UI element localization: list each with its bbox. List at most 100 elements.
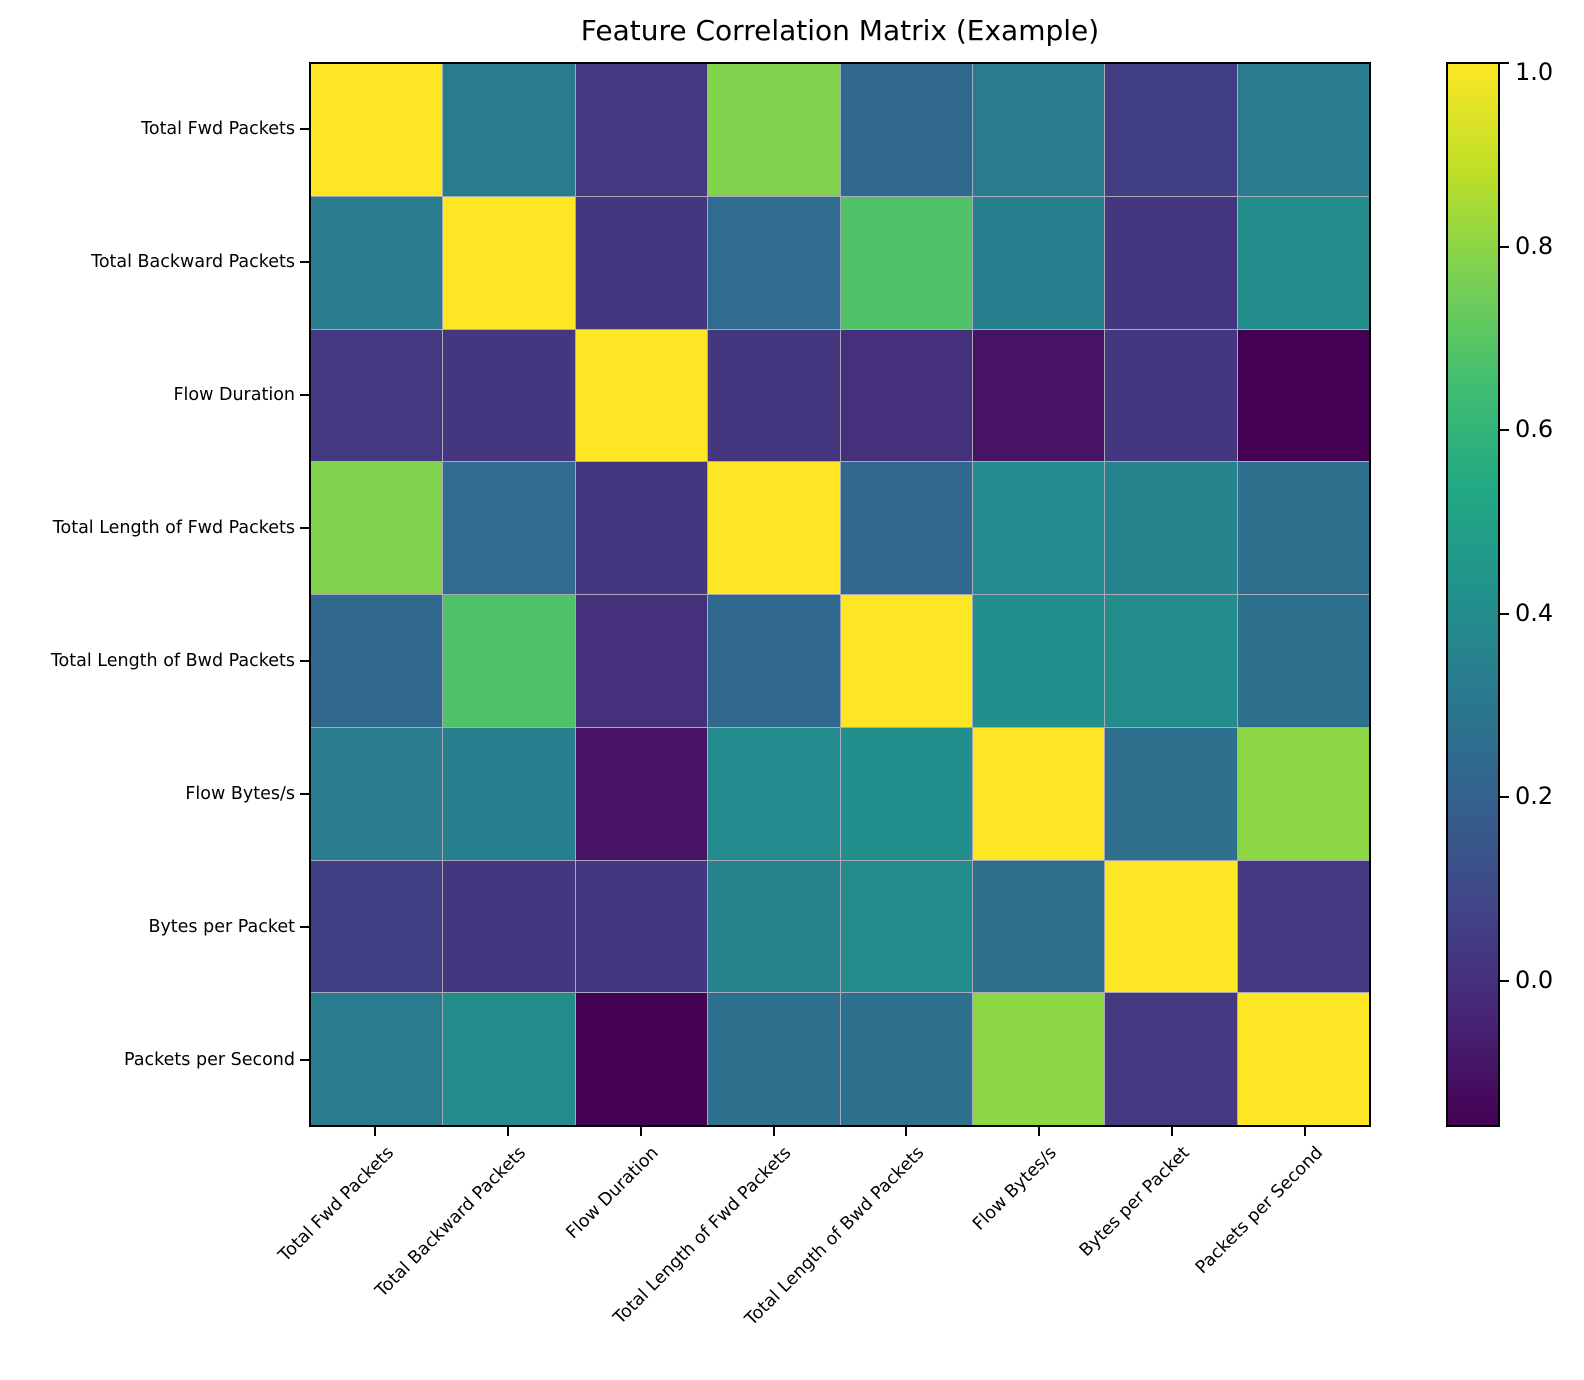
colorbar-tick-label: 0.0 bbox=[1515, 966, 1554, 995]
heatmap-cell bbox=[311, 329, 443, 462]
heatmap-cell bbox=[708, 329, 840, 462]
x-axis-tick bbox=[1038, 1127, 1041, 1136]
x-axis-label: Bytes per Packet bbox=[1076, 1143, 1195, 1261]
heatmap-cell bbox=[1237, 595, 1369, 727]
y-axis-tick bbox=[300, 926, 309, 929]
heatmap-cell bbox=[972, 860, 1105, 993]
heatmap-cell bbox=[840, 860, 972, 993]
x-axis-tick bbox=[905, 1127, 908, 1136]
heatmap-cell bbox=[575, 329, 708, 462]
heatmap-cell bbox=[311, 860, 443, 993]
heatmap-cell bbox=[1105, 993, 1237, 1125]
y-axis-label: Flow Bytes/s bbox=[185, 784, 295, 805]
heatmap-cell bbox=[311, 196, 443, 329]
heatmap-cell bbox=[708, 595, 840, 727]
y-axis-tick bbox=[300, 793, 309, 796]
heatmap-cell bbox=[840, 196, 972, 329]
y-axis-label: Total Fwd Packets bbox=[141, 118, 295, 139]
heatmap-cell bbox=[1237, 727, 1369, 860]
heatmap-cell bbox=[840, 727, 972, 860]
colorbar-tick-label: 0.2 bbox=[1515, 782, 1554, 811]
colorbar-tick-label: 0.4 bbox=[1515, 598, 1554, 627]
colorbar-tick-label: 0.6 bbox=[1515, 415, 1554, 444]
y-axis-label: Total Length of Bwd Packets bbox=[50, 651, 295, 672]
heatmap-cell bbox=[1237, 196, 1369, 329]
heatmap-cell bbox=[575, 993, 708, 1125]
x-axis-label: Packets per Second bbox=[1191, 1143, 1327, 1279]
colorbar-tick bbox=[1500, 429, 1509, 432]
heatmap-cell bbox=[443, 860, 575, 993]
heatmap-cell bbox=[840, 329, 972, 462]
heatmap-cell bbox=[575, 595, 708, 727]
x-axis-label: Total Fwd Packets bbox=[274, 1143, 398, 1266]
chart-title: Feature Correlation Matrix (Example) bbox=[580, 14, 1100, 47]
x-axis-tick bbox=[374, 1127, 377, 1136]
heatmap-cell bbox=[443, 196, 575, 329]
x-axis-tick bbox=[1303, 1127, 1306, 1136]
heatmap-cell bbox=[840, 595, 972, 727]
y-axis-tick bbox=[300, 393, 309, 396]
heatmap-cell bbox=[575, 196, 708, 329]
heatmap-cell bbox=[1105, 462, 1237, 594]
x-axis-tick bbox=[639, 1127, 642, 1136]
heatmap-cell bbox=[575, 64, 708, 196]
x-axis-label: Flow Bytes/s bbox=[969, 1143, 1062, 1235]
colorbar-tick-label: 1.0 bbox=[1515, 58, 1554, 86]
heatmap-cell bbox=[840, 64, 972, 196]
y-axis-tick bbox=[300, 1059, 309, 1062]
heatmap bbox=[309, 62, 1371, 1127]
heatmap-cell bbox=[972, 595, 1105, 727]
heatmap-cell bbox=[443, 727, 575, 860]
heatmap-cell bbox=[1237, 860, 1369, 993]
colorbar-tick bbox=[1500, 980, 1509, 983]
heatmap-cell bbox=[1105, 860, 1237, 993]
y-axis-label: Bytes per Packet bbox=[148, 917, 295, 938]
y-axis-label: Total Backward Packets bbox=[91, 251, 295, 272]
y-axis-label: Total Length of Fwd Packets bbox=[52, 517, 295, 538]
colorbar-tick bbox=[1500, 796, 1509, 799]
heatmap-cell bbox=[443, 993, 575, 1125]
heatmap-cell bbox=[1105, 196, 1237, 329]
heatmap-cell bbox=[972, 993, 1105, 1125]
y-axis-tick bbox=[300, 260, 309, 263]
x-axis-tick bbox=[772, 1127, 775, 1136]
heatmap-cell bbox=[708, 196, 840, 329]
y-axis-tick bbox=[300, 526, 309, 529]
heatmap-cell bbox=[443, 329, 575, 462]
heatmap-cell bbox=[708, 727, 840, 860]
heatmap-cell bbox=[1105, 595, 1237, 727]
colorbar bbox=[1446, 62, 1500, 1127]
heatmap-cell bbox=[443, 595, 575, 727]
y-axis-tick bbox=[300, 127, 309, 130]
heatmap-cell bbox=[972, 727, 1105, 860]
heatmap-cell bbox=[972, 329, 1105, 462]
y-axis-label: Packets per Second bbox=[124, 1050, 295, 1071]
heatmap-cell bbox=[575, 462, 708, 594]
heatmap-cell bbox=[1237, 329, 1369, 462]
heatmap-cell bbox=[1105, 64, 1237, 196]
heatmap-cell bbox=[1105, 727, 1237, 860]
heatmap-cell bbox=[311, 727, 443, 860]
heatmap-cell bbox=[708, 64, 840, 196]
colorbar-tick bbox=[1500, 245, 1509, 248]
heatmap-cell bbox=[311, 64, 443, 196]
colorbar-tick-label: 0.8 bbox=[1515, 231, 1554, 260]
colorbar-tick bbox=[1500, 612, 1509, 615]
y-axis-tick bbox=[300, 660, 309, 663]
y-axis-label: Flow Duration bbox=[173, 384, 295, 405]
heatmap-cell bbox=[708, 860, 840, 993]
heatmap-cell bbox=[311, 462, 443, 594]
heatmap-cell bbox=[443, 462, 575, 594]
x-axis-label: Total Backward Packets bbox=[371, 1143, 531, 1302]
heatmap-cell bbox=[708, 993, 840, 1125]
heatmap-cell bbox=[972, 64, 1105, 196]
colorbar-tick bbox=[1500, 62, 1509, 64]
heatmap-cell bbox=[575, 860, 708, 993]
heatmap-cell bbox=[840, 993, 972, 1125]
heatmap-cell bbox=[1237, 462, 1369, 594]
heatmap-cell bbox=[311, 993, 443, 1125]
heatmap-cell bbox=[1105, 329, 1237, 462]
x-axis-label: Flow Duration bbox=[562, 1143, 664, 1244]
x-axis-tick bbox=[1170, 1127, 1173, 1136]
